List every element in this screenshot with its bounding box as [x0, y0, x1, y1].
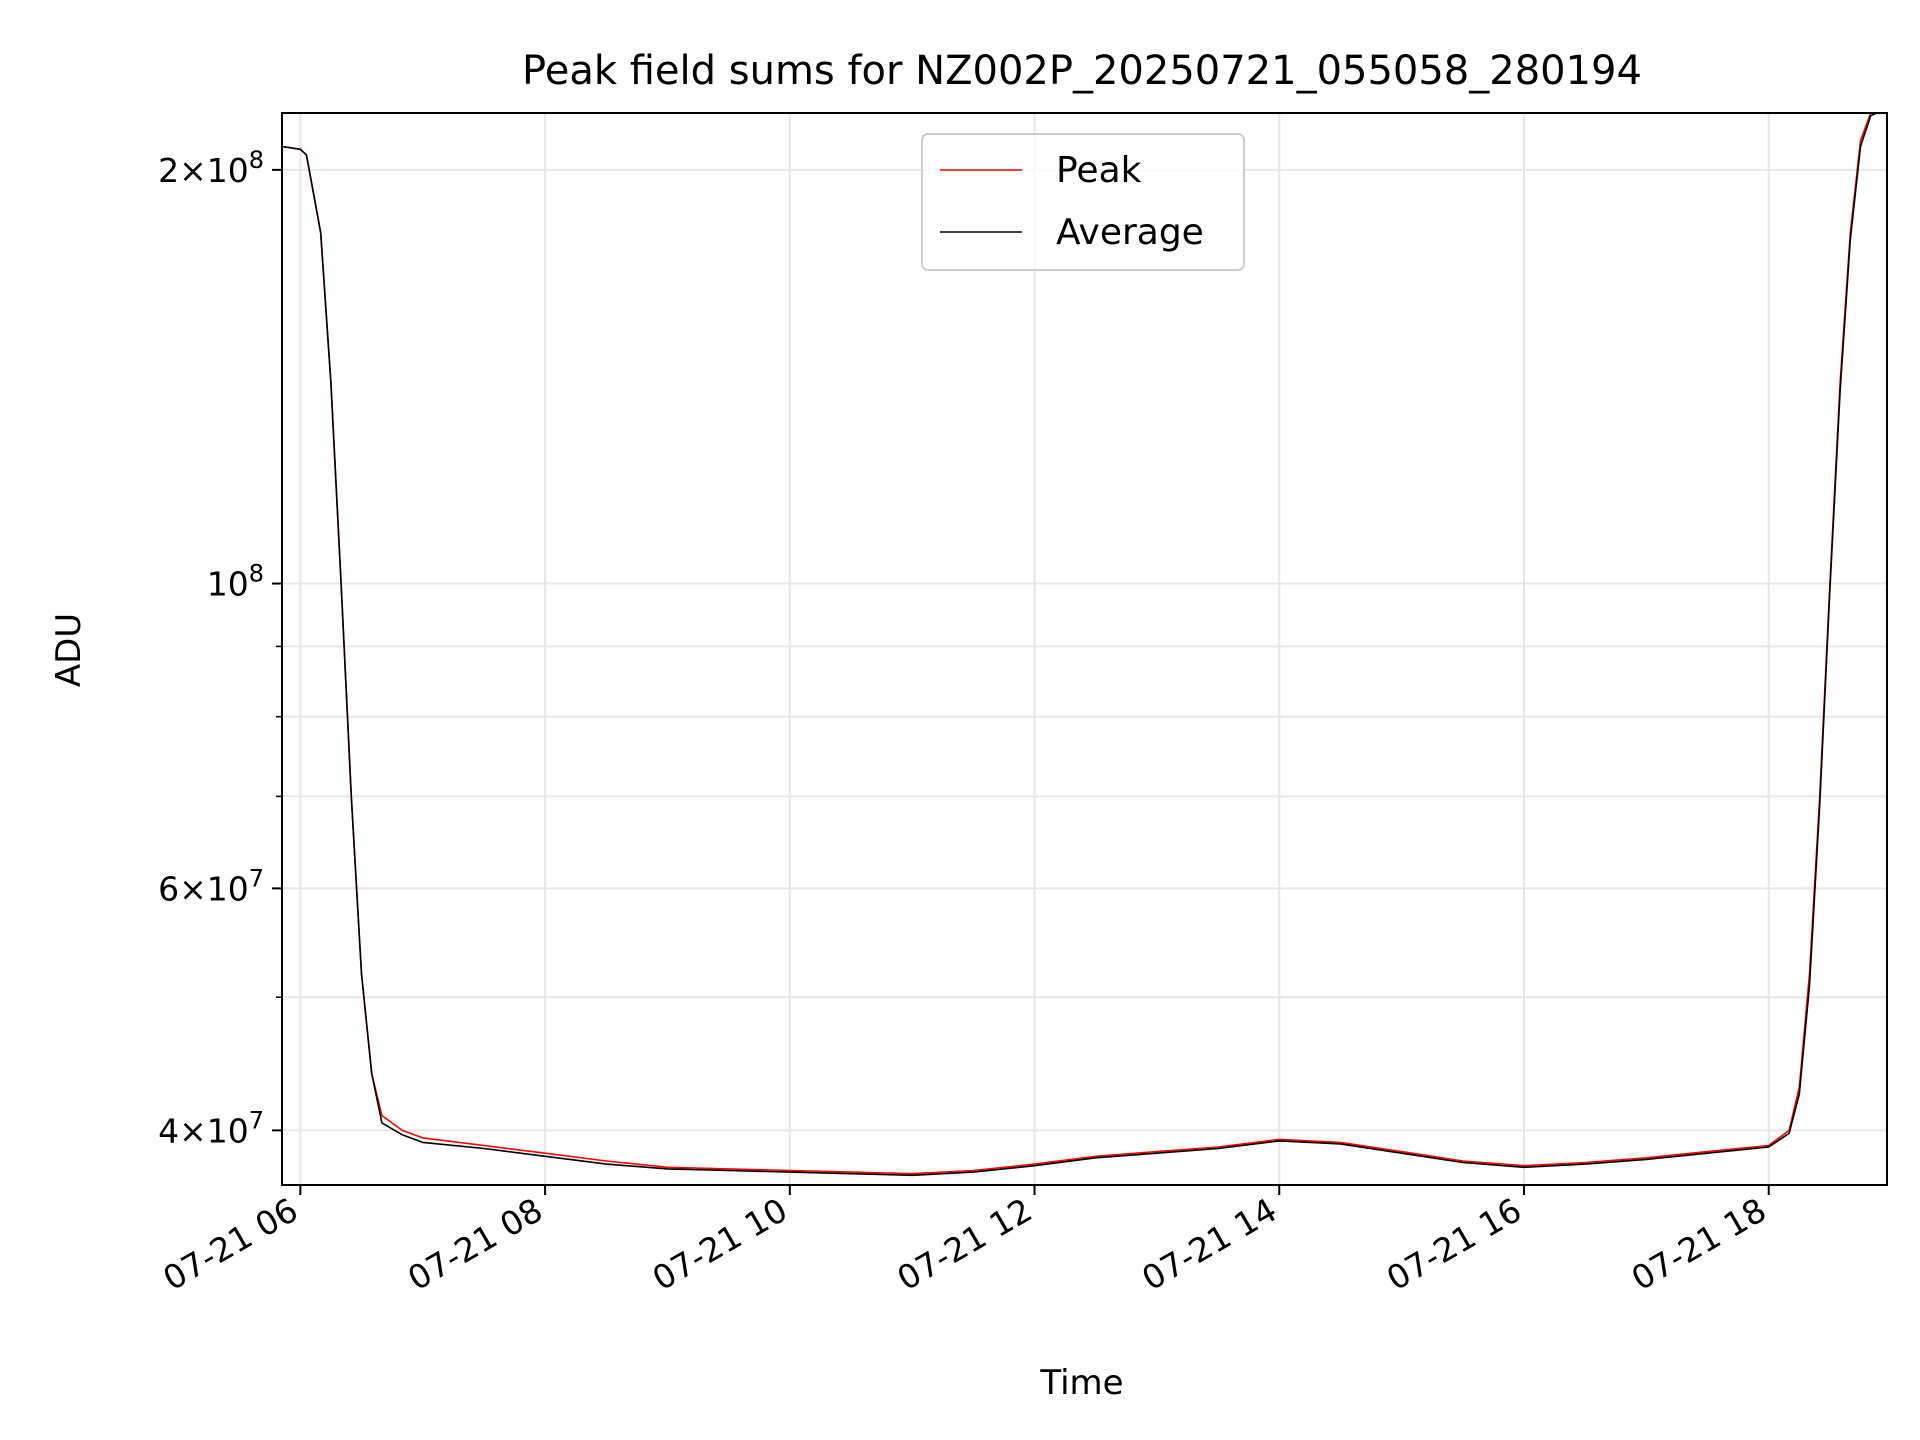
plot-series — [281, 112, 1887, 1177]
y-tick-label: 4×107 — [158, 1106, 264, 1150]
legend-label-peak: Peak — [1056, 150, 1142, 191]
series-line-average — [281, 112, 1887, 1177]
y-axis-ticks: 4×107 6×107 108 2×108 — [158, 146, 282, 1150]
legend: Peak Average — [921, 133, 1245, 271]
y-tick-label: 2×108 — [158, 146, 264, 190]
plot-frame — [281, 112, 1888, 1186]
chart-title: Peak field sums for NZ002P_20250721_0550… — [522, 48, 1642, 94]
x-axis-label: Time — [1039, 1363, 1123, 1403]
legend-box — [921, 133, 1245, 271]
y-tick-label: 108 — [207, 560, 264, 604]
legend-label-average: Average — [1056, 212, 1204, 253]
y-tick-label: 6×107 — [158, 864, 264, 908]
y-axis-label: ADU — [49, 613, 89, 687]
